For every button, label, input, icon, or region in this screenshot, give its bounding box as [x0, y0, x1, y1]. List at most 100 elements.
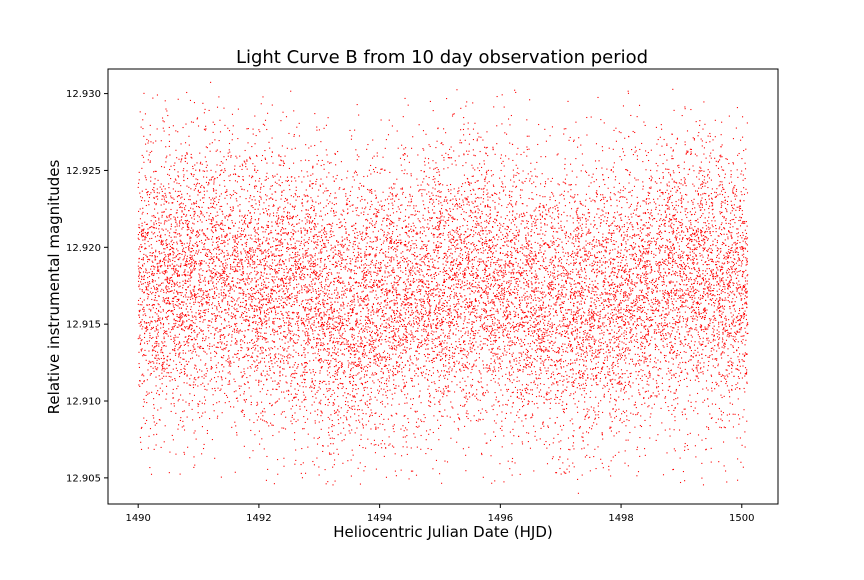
data-point [557, 291, 559, 293]
data-point [623, 359, 625, 361]
data-point [636, 295, 638, 297]
data-point [318, 315, 320, 317]
data-point [451, 253, 453, 255]
data-point [555, 312, 558, 314]
data-point [627, 295, 629, 297]
data-point [233, 262, 235, 264]
data-point [149, 193, 151, 196]
data-point [256, 266, 258, 268]
data-point [558, 441, 560, 443]
data-point [722, 241, 724, 244]
data-point [543, 276, 545, 278]
data-point [603, 299, 605, 301]
data-point [204, 309, 206, 311]
data-point [564, 286, 566, 289]
data-point [200, 263, 202, 265]
data-point [280, 242, 282, 244]
data-point [682, 471, 685, 473]
data-point [610, 272, 612, 274]
data-point [667, 305, 669, 307]
data-point [490, 265, 492, 267]
data-point [601, 432, 603, 434]
data-point [348, 268, 350, 270]
data-point [167, 261, 169, 263]
data-point [570, 289, 573, 291]
data-point [621, 318, 623, 320]
data-point [653, 198, 655, 200]
data-point [518, 362, 520, 364]
data-point [279, 206, 281, 208]
data-point [680, 371, 682, 373]
data-point [676, 281, 678, 283]
data-point [296, 283, 298, 286]
data-point [622, 257, 624, 259]
data-point [682, 257, 684, 259]
data-point [491, 255, 494, 257]
data-point [313, 235, 315, 237]
data-point [701, 197, 703, 199]
data-point [575, 238, 577, 240]
data-point [268, 298, 270, 300]
data-point [518, 229, 520, 231]
data-point [332, 340, 334, 342]
data-point [578, 309, 580, 311]
data-point [544, 333, 546, 335]
data-point [618, 329, 621, 331]
data-point [527, 389, 529, 391]
data-point [624, 295, 626, 297]
data-point [392, 208, 394, 210]
data-point [416, 291, 418, 293]
data-point [443, 270, 446, 272]
data-point [408, 348, 411, 350]
data-point [512, 211, 514, 213]
data-point [387, 352, 389, 354]
data-point [225, 274, 228, 276]
data-point [590, 116, 592, 118]
data-point [248, 320, 250, 322]
data-point [443, 274, 445, 276]
data-point [619, 229, 621, 231]
data-point [673, 181, 675, 183]
data-point [255, 291, 257, 293]
data-point [347, 405, 349, 407]
data-point [537, 306, 540, 309]
data-point [364, 386, 366, 388]
data-point [512, 210, 514, 212]
data-point [316, 129, 318, 131]
data-point [443, 278, 445, 280]
data-point [545, 265, 547, 268]
data-point [505, 319, 507, 321]
data-point [597, 353, 599, 355]
data-point [247, 275, 249, 277]
data-point [320, 257, 323, 259]
data-point [411, 380, 413, 382]
data-point [256, 329, 258, 331]
data-point [211, 277, 213, 279]
data-point [735, 296, 738, 298]
data-point [220, 289, 222, 291]
data-point [677, 312, 679, 314]
data-point [675, 321, 677, 323]
data-point [673, 214, 675, 216]
data-point [396, 193, 398, 195]
data-point [500, 271, 502, 273]
data-point [159, 378, 161, 380]
data-point [392, 272, 394, 274]
data-point [450, 248, 452, 250]
data-point [716, 274, 718, 276]
data-point [438, 320, 440, 322]
data-point [596, 257, 598, 259]
data-point [249, 365, 251, 368]
data-point [342, 462, 344, 464]
data-point [486, 384, 488, 386]
data-point [203, 260, 205, 262]
data-point [698, 311, 700, 313]
data-point [642, 369, 644, 372]
data-point [281, 313, 283, 315]
data-point [194, 188, 197, 190]
data-point [691, 305, 693, 307]
data-point [470, 372, 472, 374]
data-point [209, 270, 211, 272]
data-point [240, 292, 242, 294]
data-point [577, 273, 579, 275]
